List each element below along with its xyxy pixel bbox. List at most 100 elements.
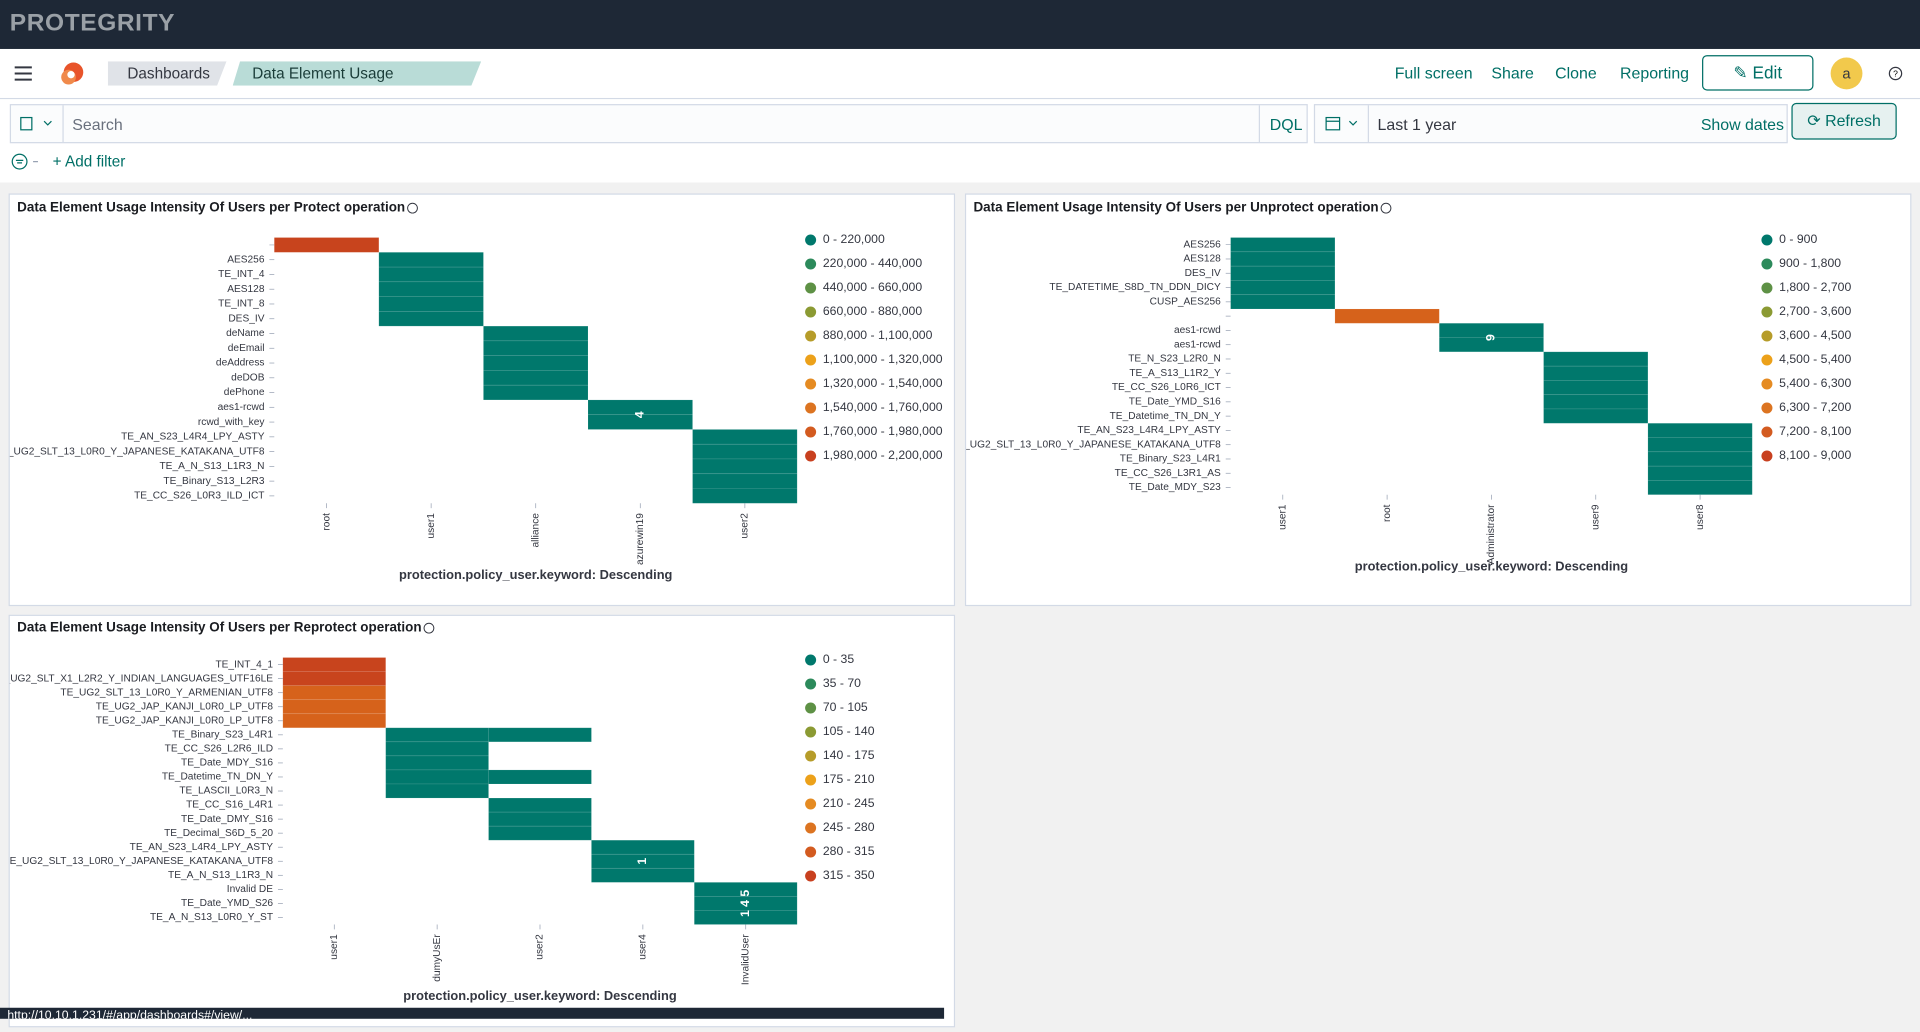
cell-label: 1	[635, 858, 649, 865]
heatmap-cell	[483, 355, 589, 371]
time-range[interactable]: Last 1 year	[1377, 115, 1457, 134]
dql-button[interactable]: DQL	[1269, 115, 1303, 134]
heatmap-cell	[1647, 437, 1753, 453]
y-tick-label: TE_INT_8	[218, 299, 265, 310]
legend-label: 880,000 - 1,100,000	[823, 328, 933, 342]
legend-label: 7,200 - 8,100	[1779, 424, 1851, 438]
heatmap: Data Element Usage Intensity Of Users pe…	[0, 620, 875, 1003]
breadcrumb[interactable]: Data Element Usage Dashboard	[232, 61, 482, 86]
heatmap-cell	[385, 769, 489, 785]
legend-swatch	[805, 402, 817, 414]
avatar[interactable]: a	[1830, 57, 1863, 90]
y-tick-label: TE_A_N_S13_L0R0_Y_ST	[150, 912, 273, 923]
cell-label: 9	[1484, 334, 1498, 341]
cell-label: 1 4 5	[738, 890, 752, 917]
heatmap-cell	[378, 296, 484, 312]
heatmap-cell	[1647, 480, 1753, 496]
heatmap-cell	[1543, 365, 1649, 381]
y-tick-label: TE_Decimal_S6D_5_20	[164, 828, 273, 839]
heatmap-cell	[483, 325, 589, 342]
heatmap-cell	[483, 340, 589, 357]
y-tick-label: TE_UG2_SLT_13_L0R0_Y_JAPANESE_KATAKANA_U…	[966, 439, 1221, 450]
legend-swatch	[805, 870, 817, 882]
heatmap-cell	[692, 429, 798, 445]
y-tick-label: TE_UG2_SLT_13_L0R0_Y_JAPANESE_KATAKANA_U…	[10, 446, 265, 457]
legend-swatch	[1761, 306, 1773, 318]
legend-swatch	[805, 378, 817, 390]
x-tick-label: user8	[1695, 504, 1706, 530]
y-tick-label: aes1-rcwd	[1174, 325, 1221, 336]
edit-label: Edit	[1752, 62, 1783, 83]
legend-swatch	[805, 798, 817, 810]
x-tick-label: InvalidUser	[740, 934, 751, 985]
heatmap-cell	[1230, 280, 1336, 296]
heatmap-cell	[385, 755, 489, 771]
edit-button[interactable]: ✎ Edit	[1702, 55, 1814, 91]
legend-swatch	[1761, 378, 1773, 390]
saved-query-icon[interactable]	[20, 116, 54, 131]
y-tick-label: TE_Date_MDY_S16	[181, 758, 273, 769]
refresh-button[interactable]: ⟳ Refresh	[1791, 102, 1897, 140]
legend-swatch	[805, 426, 817, 438]
show-dates[interactable]: Show dates	[1700, 115, 1785, 134]
heatmap-cell	[282, 699, 387, 715]
y-tick-label: TE_A_S13_L1R2_Y	[1129, 368, 1221, 379]
clone-link[interactable]: Clone	[1555, 63, 1597, 83]
legend-label: 175 - 210	[823, 772, 875, 786]
heatmap-cell	[282, 685, 387, 701]
legend-label: 315 - 350	[823, 868, 875, 882]
add-filter[interactable]: + Add filter	[52, 153, 126, 171]
x-axis-title: protection.policy_user.keyword: Descendi…	[403, 988, 676, 1003]
heatmap-cell	[1334, 308, 1440, 324]
svg-text:?: ?	[1893, 68, 1898, 78]
filter-icon[interactable]	[11, 153, 48, 170]
reporting-link[interactable]: Reporting	[1620, 63, 1690, 83]
legend-label: 1,320,000 - 1,540,000	[823, 376, 943, 390]
x-axis-title: protection.policy_user.keyword: Descendi…	[399, 567, 672, 582]
y-tick-label: aes1-rcwd	[1174, 339, 1221, 350]
y-tick-label: rcwd_with_key	[198, 417, 266, 428]
heatmap-cell	[1647, 451, 1753, 467]
top-bar: PROTEGRITY	[0, 0, 1920, 49]
refresh-label: Refresh	[1825, 111, 1881, 130]
y-tick-label: DES_IV	[1185, 268, 1221, 279]
date-picker[interactable]: Last 1 year Show dates	[1313, 104, 1788, 144]
full-screen-link[interactable]: Full screen	[1394, 63, 1473, 83]
heatmap-cell	[692, 443, 798, 460]
heatmap-cell	[282, 713, 387, 729]
y-tick-label: TE_UG2_SLT_13_L0R0_Y_ARMENIAN_UTF8	[60, 687, 273, 698]
y-tick-label: TE_Date_YMD_S16	[1129, 397, 1221, 408]
legend-label: 0 - 900	[1779, 232, 1817, 246]
legend-label: 210 - 245	[823, 796, 875, 810]
y-tick-label: TE_Datetime_TN_DN_Y	[162, 772, 273, 783]
heatmap-cell	[488, 825, 592, 841]
heatmap-cell	[1230, 237, 1336, 253]
legend-label: 1,760,000 - 1,980,000	[823, 424, 943, 438]
legend-label: 245 - 280	[823, 820, 875, 834]
app-logo[interactable]	[59, 60, 86, 87]
calendar-icon[interactable]	[1325, 116, 1359, 131]
legend-label: 140 - 175	[823, 748, 875, 762]
legend-swatch	[1761, 354, 1773, 366]
share-link[interactable]: Share	[1491, 63, 1534, 83]
heatmap-cell	[1230, 265, 1336, 281]
panel: Data Element Usage Intensity Of Users pe…	[0, 614, 956, 1028]
legend-label: 220,000 - 440,000	[823, 256, 923, 270]
breadcrumb[interactable]: Dashboards	[107, 61, 227, 86]
heatmap-cell	[1543, 394, 1649, 410]
legend-swatch	[805, 750, 817, 762]
help-icon[interactable]: ?	[1888, 66, 1903, 81]
nav-bar: Dashboards Data Element Usage Dashboard …	[0, 48, 1920, 100]
heatmap-cell	[1230, 251, 1336, 267]
y-tick-label: TE_CC_S26_L0R6_ICT	[1112, 382, 1221, 393]
legend-swatch	[805, 678, 817, 690]
legend-label: 1,980,000 - 2,200,000	[823, 448, 943, 462]
info-icon	[1380, 202, 1392, 214]
heatmap-cell	[385, 727, 489, 743]
search-box[interactable]: Search DQL	[9, 104, 1308, 144]
y-tick-label: AES128	[1184, 254, 1222, 265]
legend-swatch	[805, 726, 817, 738]
heatmap-cell	[385, 783, 489, 799]
x-tick-label: user1	[426, 513, 437, 539]
menu-button[interactable]	[13, 64, 33, 84]
